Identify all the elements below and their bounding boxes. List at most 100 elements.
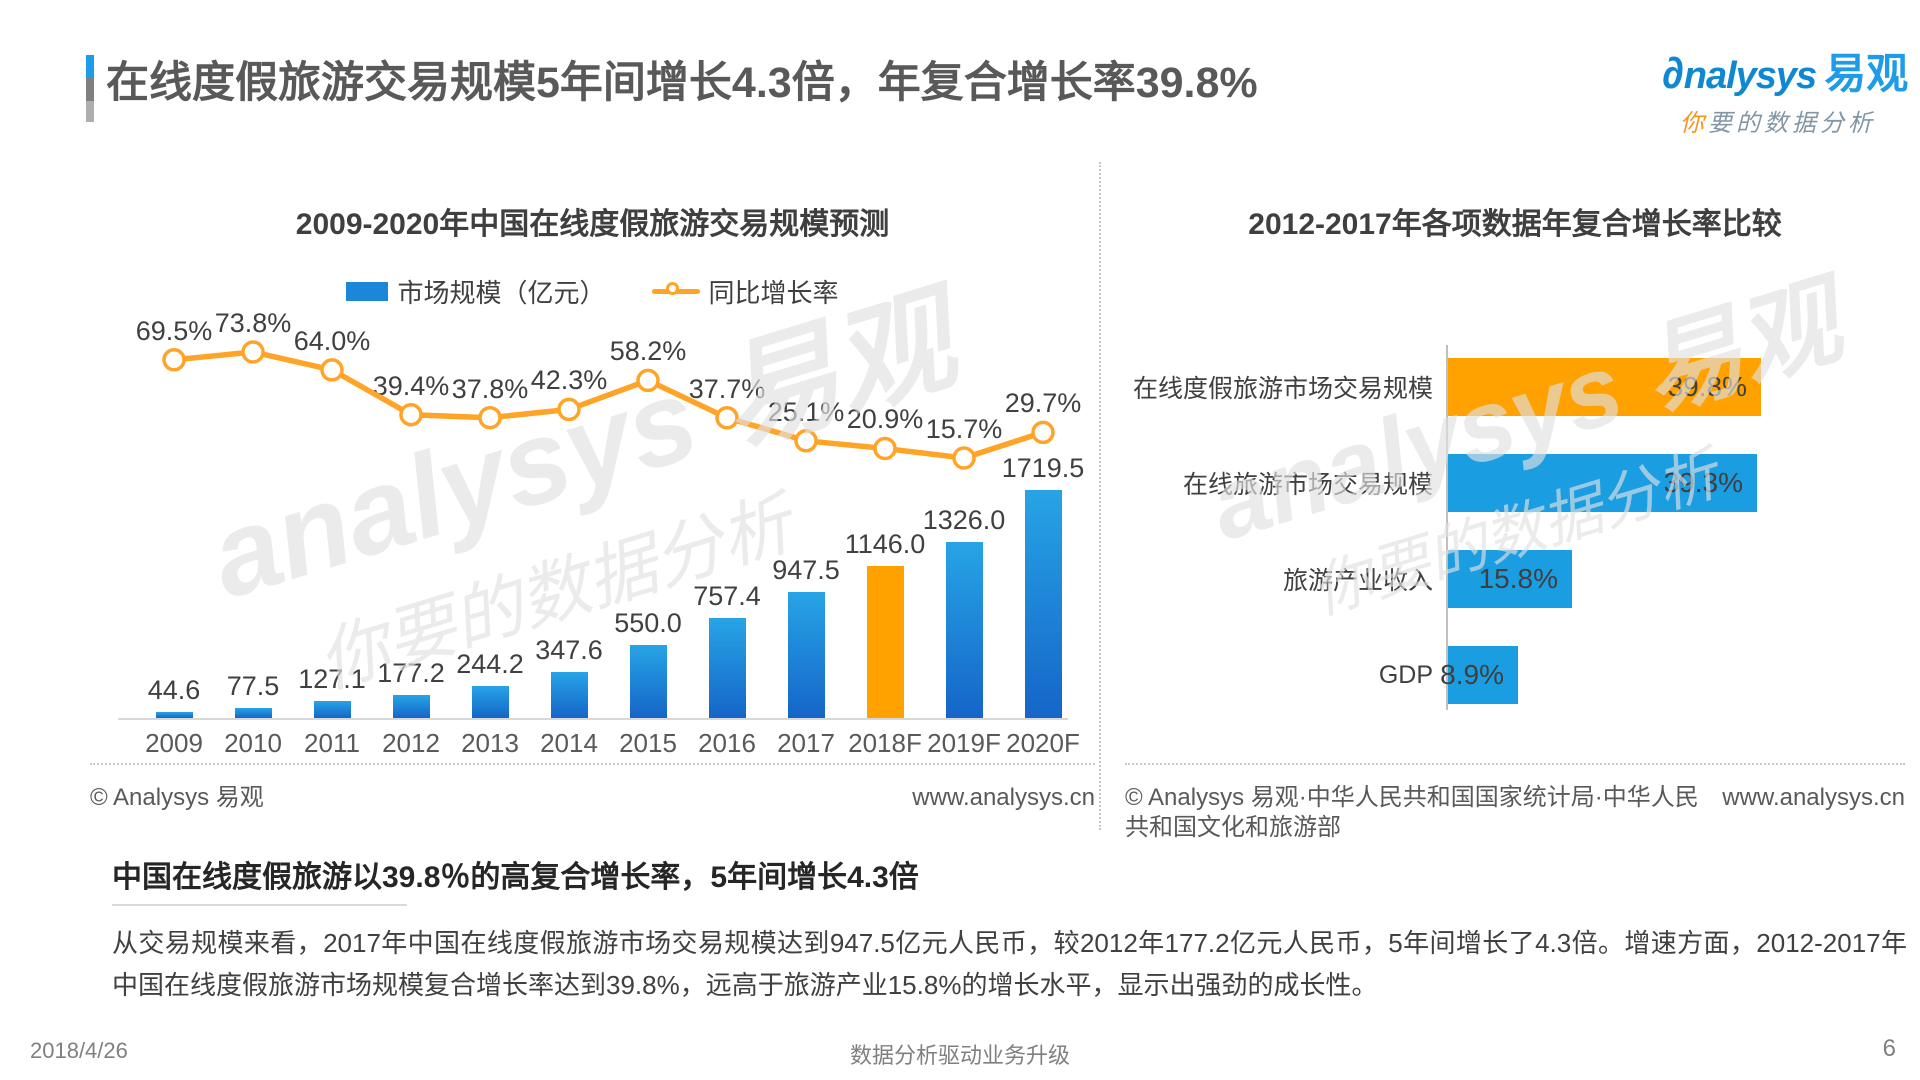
growth-rate-label-2011: 64.0% — [293, 326, 371, 356]
bar-value-label-2010: 77.5 — [226, 671, 280, 701]
growth-rate-point-2015 — [636, 368, 660, 393]
growth-rate-label-2015: 58.2% — [609, 336, 687, 366]
panel-separator-dotted — [1099, 162, 1101, 830]
bar-value-label-2009: 44.6 — [147, 675, 201, 705]
market-size-bar-2013 — [471, 686, 509, 718]
market-size-bar-2019F — [945, 542, 983, 718]
x-axis-label-2020F: 2020F — [1006, 728, 1080, 758]
bar-value-label-2011: 127.1 — [298, 664, 366, 694]
x-axis-label-2013: 2013 — [461, 728, 519, 758]
growth-rate-point-2016 — [715, 406, 739, 430]
x-axis-label-2017: 2017 — [777, 728, 835, 758]
cagr-bar-gdp: 8.9% — [1440, 646, 1518, 704]
market-size-bar-2014 — [550, 672, 588, 718]
legend-line-label: 同比增长率 — [708, 278, 839, 308]
growth-rate-point-2017 — [794, 429, 818, 453]
market-size-bar-2010 — [234, 708, 272, 718]
x-axis-label-2015: 2015 — [619, 728, 677, 758]
bar-value-label-2013: 244.2 — [456, 649, 524, 679]
market-size-bar-2011 — [313, 701, 351, 718]
logo-brand-cn: 易观 — [1824, 50, 1909, 97]
category-label-row3: 旅游产业收入 — [1282, 567, 1433, 595]
source-row: © Analysys 易观·中华人民共和国国家统计局·中华人民共和国文化和旅游部… — [1125, 783, 1905, 843]
legend-item-line: 同比增长率 — [651, 273, 839, 310]
growth-rate-label-2016: 37.7% — [688, 374, 766, 404]
legend-item-bar: 市场规模（亿元） — [346, 273, 606, 310]
x-axis-label-2011: 2011 — [304, 728, 360, 758]
bar-value-label-2017: 947.5 — [772, 555, 840, 585]
hbar-chart-panel: 2012-2017年各项数据年复合增长率比较 在线度假旅游市场交易规模 39.8%… — [1125, 195, 1905, 845]
market-size-bar-2016 — [708, 618, 746, 718]
combo-chart-canvas: 44.6 2009 69.5% 77.5 2010 73.8% 127.1 2011 64.0%… — [90, 300, 1095, 770]
source-credit: © Analysys 易观·中华人民共和国国家统计局·中华人民共和国文化和旅游部 — [1125, 784, 1699, 841]
source-url-link[interactable]: www.analysys.cn — [912, 784, 1095, 811]
bar-value-label-2019F: 1326.0 — [922, 505, 1006, 535]
growth-rate-point-2011 — [320, 358, 344, 382]
bar-value-label-2014: 347.6 — [535, 635, 603, 665]
bar-value-label-2018F: 1146.0 — [844, 529, 926, 559]
growth-rate-label-2013: 37.8% — [451, 374, 529, 404]
bar-value-label-2015: 550.0 — [614, 608, 682, 638]
growth-rate-point-2018F — [873, 436, 897, 461]
bar-value-label-2012: 177.2 — [377, 658, 445, 688]
x-axis-label-2014: 2014 — [540, 728, 598, 758]
source-row: © Analysys 易观 www.analysys.cn — [90, 783, 1095, 813]
x-axis-label-2009: 2009 — [145, 728, 203, 758]
market-size-bar-2020F — [1024, 490, 1062, 718]
growth-rate-label-2019F: 15.7% — [925, 414, 1003, 444]
divider-dotted — [90, 763, 1095, 765]
category-label-row1: 在线度假旅游市场交易规模 — [1132, 375, 1433, 403]
growth-rate-point-2010 — [241, 340, 265, 364]
growth-rate-label-2020F: 29.7% — [1004, 388, 1082, 418]
x-axis-line — [118, 718, 1068, 720]
growth-rate-label-2018F: 20.9% — [846, 404, 924, 434]
hbar-chart-canvas: 在线度假旅游市场交易规模 39.8% 在线旅游市场交易规模 39.3% 旅游产业收入 15… — [1125, 340, 1905, 720]
market-size-bar-2018F — [866, 566, 904, 718]
line-swatch-icon — [651, 282, 700, 295]
growth-rate-label-2009: 69.5% — [135, 316, 213, 346]
growth-rate-point-2019F — [952, 446, 976, 470]
growth-rate-point-2013 — [478, 405, 502, 430]
growth-rate-point-2014 — [557, 397, 581, 422]
logo-brand-en: nalysys — [1683, 55, 1817, 97]
growth-rate-line — [162, 340, 1055, 470]
growth-rate-point-2020F — [1031, 420, 1055, 445]
x-axis-label-2010: 2010 — [224, 728, 282, 758]
x-axis-label-2016: 2016 — [698, 728, 756, 758]
market-size-bar-2009 — [155, 712, 193, 718]
bar-value-label-2016: 757.4 — [693, 581, 761, 611]
bar-value-label-2020F: 1719.5 — [1001, 453, 1085, 483]
category-label-gdp: GDP — [1378, 660, 1433, 689]
growth-rate-point-2009 — [162, 348, 186, 372]
summary-heading: 中国在线度假旅游以39.8％的高复合增长率，5年间增长4.3倍 — [112, 861, 919, 894]
y-axis-line — [1446, 345, 1448, 710]
bar-swatch-icon — [346, 282, 389, 301]
logo-tagline: 你要的数据分析 — [1680, 110, 1876, 137]
summary-body: 从交易规模来看，2017年中国在线度假旅游市场交易规模达到947.5亿元人民币，… — [112, 928, 1907, 1001]
divider-dotted — [1125, 763, 1905, 765]
chart-legend: 市场规模（亿元） 同比增长率 — [90, 273, 1095, 310]
cagr-bar-row3: 15.8% — [1448, 550, 1572, 608]
footer-date: 2018/4/26 — [30, 1038, 128, 1063]
x-axis-label-2018F: 2018F — [848, 728, 922, 758]
page-title: 在线度假旅游交易规模5年间增长4.3倍，年复合增长率39.8% — [106, 59, 1258, 107]
analysys-logo: ∂nalysys 易观 你要的数据分析 — [1662, 40, 1908, 138]
combo-chart-panel: 2009-2020年中国在线度假旅游交易规模预测 市场规模（亿元） 同比增长率 … — [90, 195, 1095, 845]
growth-rate-label-2012: 39.4% — [372, 371, 450, 401]
hbar-chart-title: 2012-2017年各项数据年复合增长率比较 — [1248, 208, 1782, 241]
growth-rate-point-2012 — [399, 402, 423, 427]
growth-rate-label-2010: 73.8% — [214, 308, 292, 338]
title-accent-bar — [86, 55, 94, 122]
source-credit: © Analysys 易观 — [90, 784, 264, 811]
x-axis-label-2012: 2012 — [382, 728, 440, 758]
market-size-bar-2017 — [787, 592, 825, 718]
source-url-link[interactable]: www.analysys.cn — [1722, 784, 1905, 811]
summary-underline — [112, 904, 407, 906]
x-axis-label-2019F: 2019F — [927, 728, 1001, 758]
market-size-bar-2015 — [629, 645, 667, 718]
category-label-row2: 在线旅游市场交易规模 — [1182, 471, 1433, 499]
cagr-bar-row1: 39.8% — [1448, 358, 1761, 416]
combo-chart-title: 2009-2020年中国在线度假旅游交易规模预测 — [295, 208, 890, 241]
legend-bar-label: 市场规模（亿元） — [397, 278, 606, 308]
